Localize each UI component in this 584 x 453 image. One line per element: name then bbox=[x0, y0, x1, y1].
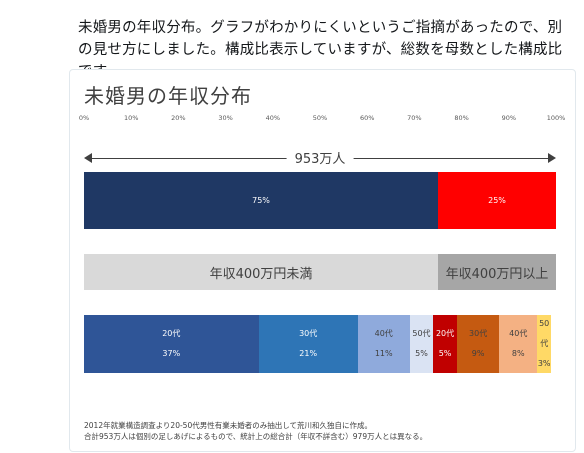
x-tick-label: 80% bbox=[454, 114, 469, 122]
arrow-right-icon bbox=[548, 153, 556, 163]
x-tick-label: 50% bbox=[312, 114, 328, 122]
bar3-segment: 30代 9% bbox=[456, 315, 500, 373]
bar3-segment: 40代 8% bbox=[499, 315, 538, 373]
bar1-value-label: 25% bbox=[488, 196, 506, 205]
bar3-pct-label: 9% bbox=[471, 349, 485, 358]
bar2-category-label: 年収400万円未満 bbox=[209, 266, 313, 282]
bar3-age-label: 50代 bbox=[412, 329, 431, 338]
bar2-segment: 年収400万円未満 bbox=[84, 254, 438, 290]
x-axis: 0% 10% 20% 30% 40% 50% 60% 70% 80% 90% 100% bbox=[70, 114, 575, 126]
total-arrow: 953万人 bbox=[84, 148, 556, 167]
bar3-segment: 50代 3% bbox=[537, 315, 552, 373]
bar3-segment: 20代 5% bbox=[433, 315, 457, 373]
bar3-segment: 30代 21% bbox=[258, 315, 358, 373]
bar3-age-label: 20代 bbox=[435, 329, 455, 338]
bar1-segment: 75% bbox=[84, 172, 438, 229]
bar3-pct-label: 5% bbox=[415, 349, 428, 358]
x-tick-label: 10% bbox=[123, 114, 139, 122]
x-tick-label: 30% bbox=[218, 114, 233, 122]
bar3-age-label: 40代 bbox=[509, 329, 528, 338]
total-label: 953万人 bbox=[286, 148, 354, 167]
x-tick-label: 70% bbox=[407, 114, 422, 122]
arrow-left-icon bbox=[84, 153, 92, 163]
bar3-pct-label: 8% bbox=[511, 349, 525, 358]
bar3-pct-label: 21% bbox=[299, 349, 318, 358]
note-line-2: 合計953万人は個別の足しあげによるもので、統計上の総合計（年収不詳含む）979… bbox=[84, 432, 428, 441]
x-tick-label: 60% bbox=[359, 114, 375, 122]
bar1-segment: 25% bbox=[438, 172, 556, 229]
tweet-image-card[interactable]: 未婚男の年収分布 0% 10% 20% 30% 40% 50% 60% 70% 80% 90% 10… bbox=[69, 69, 576, 452]
bar2-segment: 年収400万円以上 bbox=[438, 254, 556, 290]
x-tick-label: 0% bbox=[78, 114, 90, 122]
chart-note: 2012年就業構造調査より20-50代男性有業未婚者のみ抽出して荒川和久独自に作… bbox=[84, 420, 427, 442]
bar3-age-label: 30代 bbox=[469, 329, 488, 338]
bar3-pct-label: 3% bbox=[537, 359, 551, 368]
x-tick-label: 90% bbox=[501, 114, 517, 122]
x-tick-label: 20% bbox=[171, 114, 186, 122]
bar3-segment: 40代 11% bbox=[357, 315, 410, 373]
chart-title: 未婚男の年収分布 bbox=[84, 84, 252, 108]
bar2-category-label: 年収400万円以上 bbox=[445, 266, 549, 282]
bar3-age-label: 40代 bbox=[374, 329, 393, 338]
bar3-age-label: 20代 bbox=[162, 329, 181, 338]
bar3-pct-label: 37% bbox=[162, 349, 181, 358]
bar3-age-label: 50代 bbox=[539, 319, 550, 348]
bar3-segment: 50代 5% bbox=[409, 315, 434, 373]
bar3-segment: 20代 37% bbox=[84, 315, 259, 373]
x-tick-label: 40% bbox=[265, 114, 281, 122]
x-tick-label: 100% bbox=[546, 114, 566, 122]
bar3-pct-label: 11% bbox=[374, 349, 393, 358]
note-line-1: 2012年就業構造調査より20-50代男性有業未婚者のみ抽出して荒川和久独自に作… bbox=[84, 421, 373, 430]
bar3-age-label: 30代 bbox=[299, 329, 318, 338]
bar3-pct-label: 5% bbox=[438, 349, 452, 358]
bar1-value-label: 75% bbox=[252, 196, 270, 205]
